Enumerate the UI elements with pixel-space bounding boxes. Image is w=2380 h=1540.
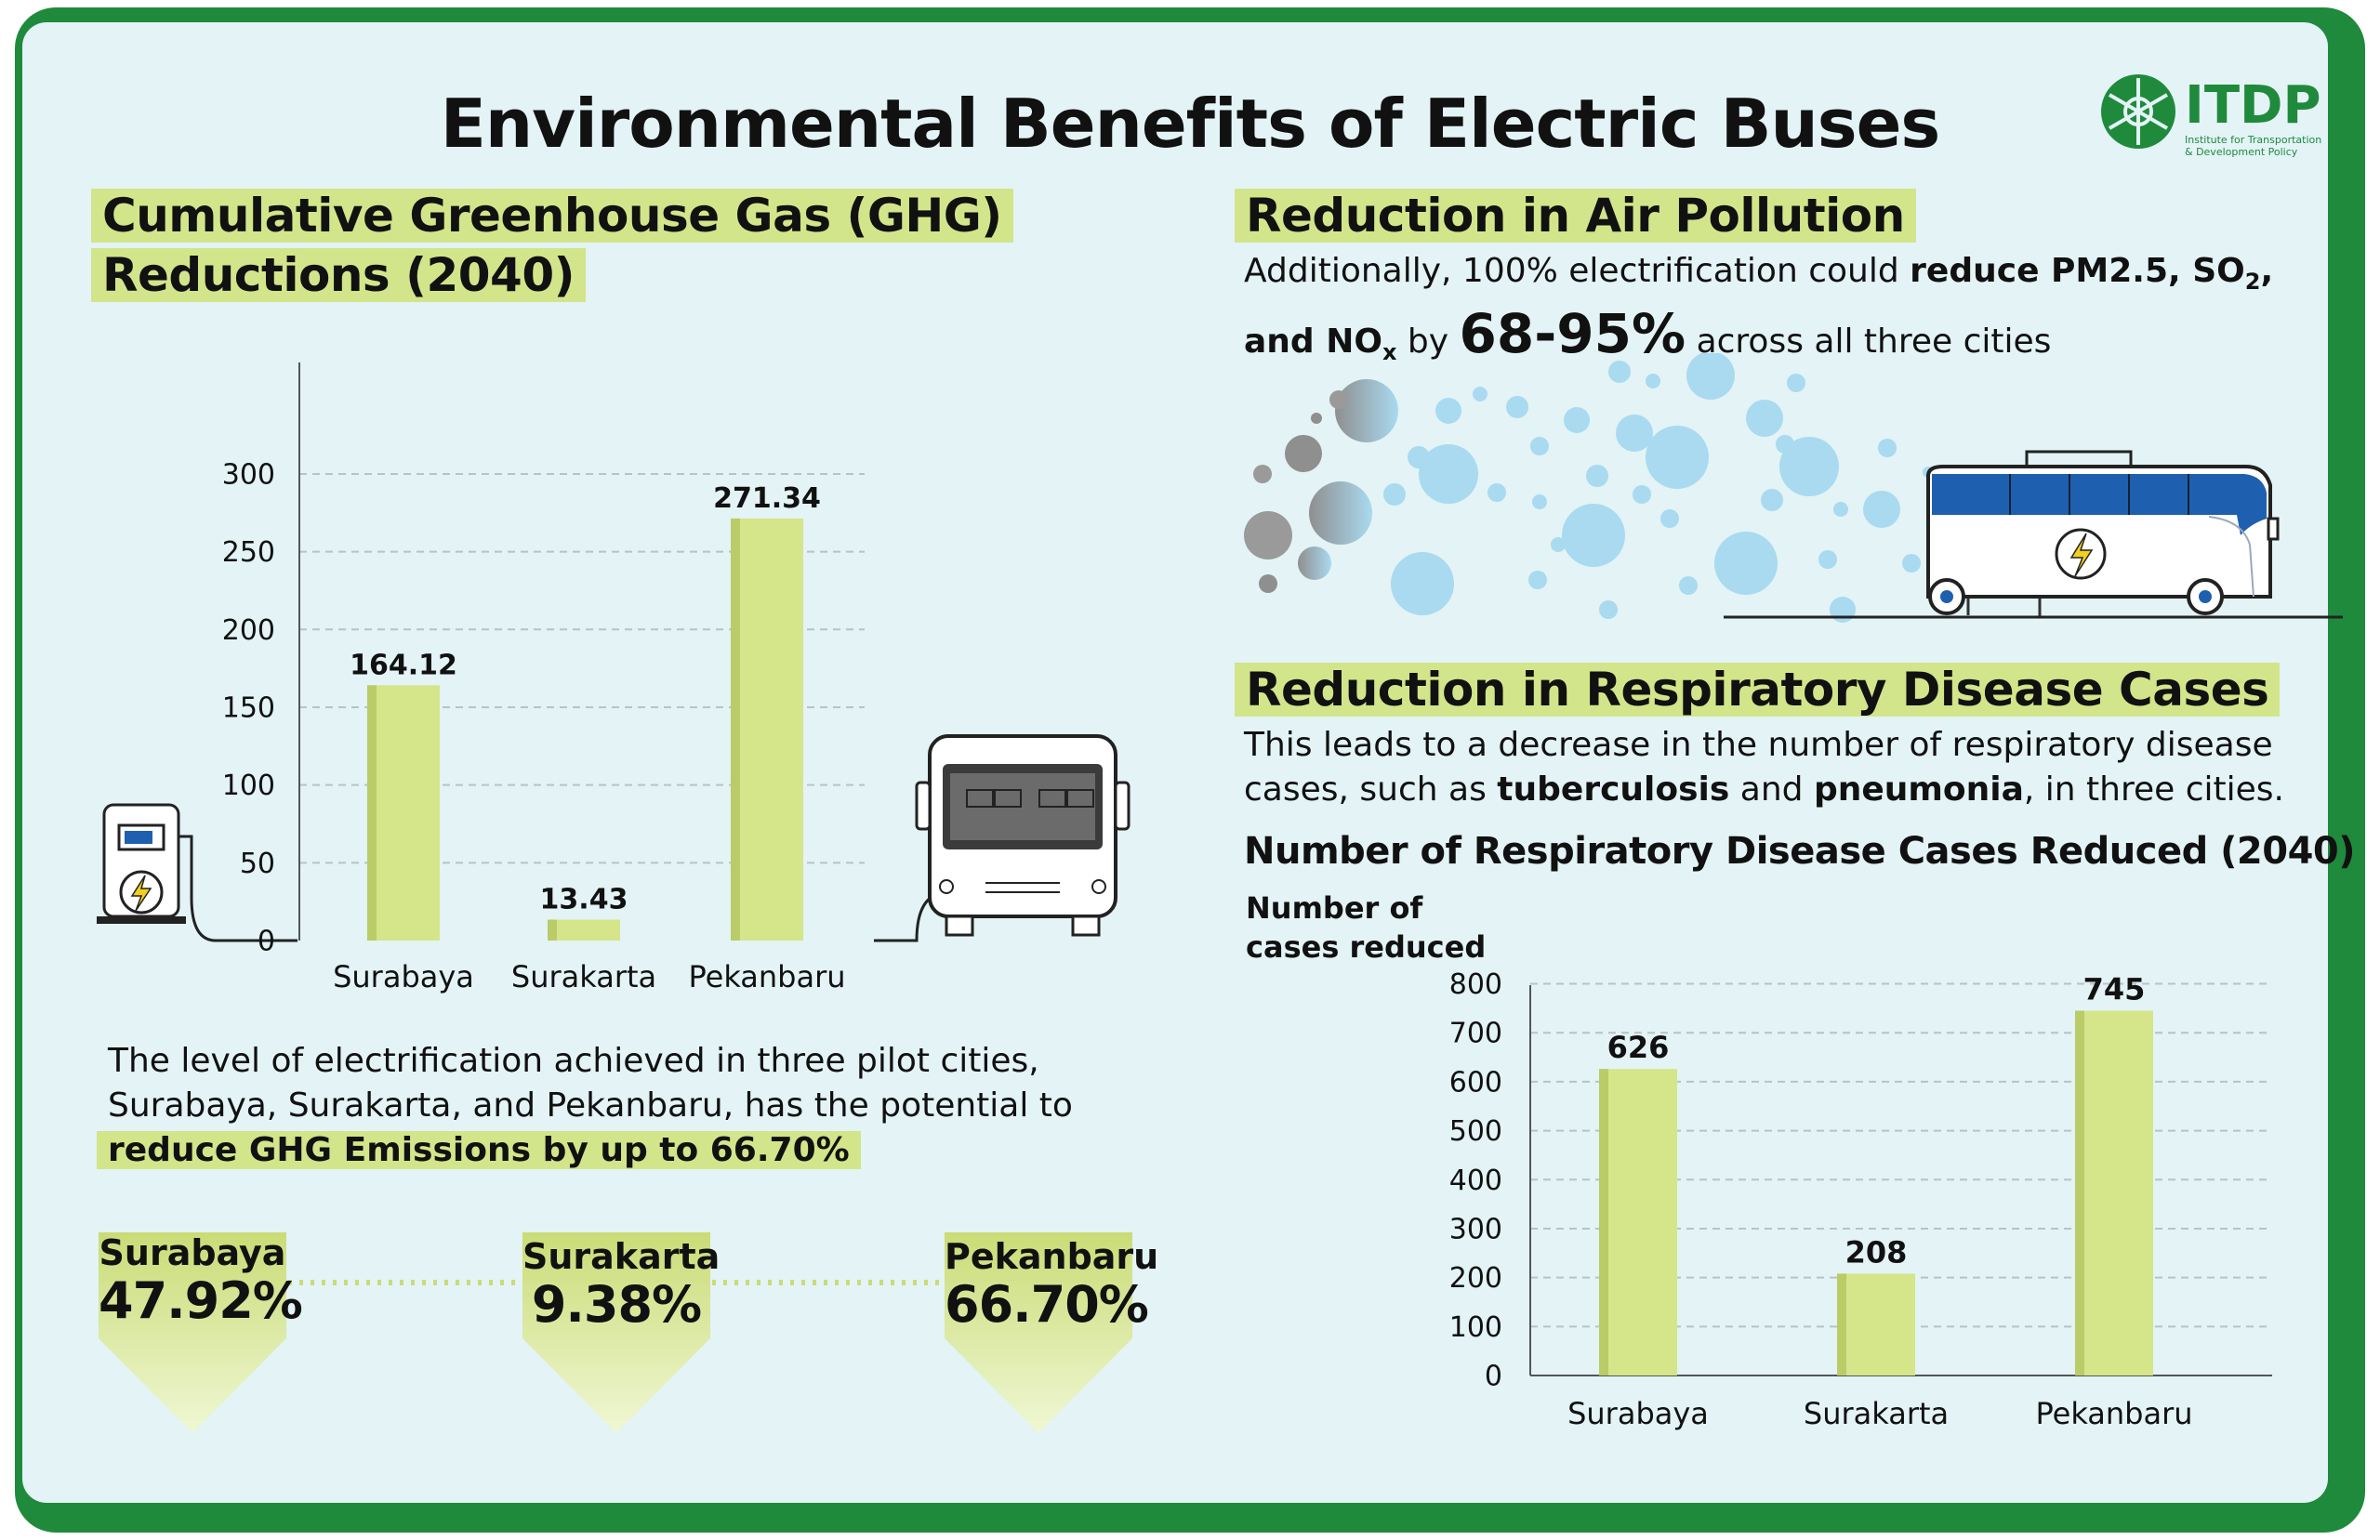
bar xyxy=(731,518,803,941)
bar-shade xyxy=(2075,1010,2084,1375)
bar-shade xyxy=(548,919,557,941)
pct-value: 47.92% xyxy=(99,1271,303,1330)
category-label: Pekanbaru xyxy=(688,959,845,994)
category-label: Surabaya xyxy=(1567,1396,1709,1431)
category-label: Surakarta xyxy=(511,959,656,994)
ghg-heading-line1: Cumulative Greenhouse Gas (GHG) xyxy=(91,189,1013,243)
bar xyxy=(548,919,620,941)
y-tick-label: 600 xyxy=(1449,1066,1502,1099)
air-text-and: and NO xyxy=(1244,322,1382,362)
y-tick-label: 50 xyxy=(240,848,275,880)
category-label: Surabaya xyxy=(333,959,474,994)
pct-surabaya: Surabaya 47.92% xyxy=(99,1232,303,1330)
asterisk-icon xyxy=(2101,74,2175,149)
ghg-summary-line1: The level of electrification achieved in… xyxy=(108,1042,1039,1080)
resp-ylabel-line2: cases reduced xyxy=(1246,929,1487,965)
data-label: 745 xyxy=(2083,972,2146,1007)
resp-tuberculosis: tuberculosis xyxy=(1497,770,1730,809)
percentage-arrows xyxy=(99,1232,1132,1433)
y-tick-label: 0 xyxy=(258,926,275,958)
y-tick-label: 200 xyxy=(222,614,275,647)
bar xyxy=(2075,1010,2153,1375)
data-label: 271.34 xyxy=(713,482,821,515)
resp-text: This leads to a decrease in the number o… xyxy=(1244,723,2284,812)
pct-pekanbaru: Pekanbaru 66.70% xyxy=(945,1236,1159,1334)
category-label: Surakarta xyxy=(1804,1396,1949,1431)
y-tick-label: 0 xyxy=(1485,1361,1502,1393)
resp-and: and xyxy=(1729,770,1814,809)
y-tick-label: 100 xyxy=(222,770,275,802)
data-label: 13.43 xyxy=(540,884,628,916)
pct-city: Surakarta xyxy=(522,1236,721,1277)
ghg-heading-line2: Reductions (2040) xyxy=(91,248,586,302)
resp-ylabel-line1: Number of xyxy=(1246,890,1423,926)
air-big-value: 68-95% xyxy=(1459,302,1686,366)
sub-x: x xyxy=(1382,339,1397,366)
pct-city: Surabaya xyxy=(99,1232,286,1273)
y-tick-label: 700 xyxy=(1449,1018,1502,1050)
pollution-bubbles xyxy=(1244,353,2066,623)
ghg-heading: Cumulative Greenhouse Gas (GHG) Reductio… xyxy=(91,186,1013,305)
resp-chart: 0 100 200 300 400 500 600 700 800 626 Surabaya 208 S… xyxy=(1449,968,2272,1431)
y-tick-label: 200 xyxy=(1449,1262,1502,1295)
category-label: Pekanbaru xyxy=(2035,1396,2192,1431)
pct-surakarta: Surakarta 9.38% xyxy=(522,1236,721,1334)
air-comma: , xyxy=(2260,252,2274,290)
air-text-post: across all three cities xyxy=(1686,322,2052,362)
ghg-summary: The level of electrification achieved in… xyxy=(97,1039,1073,1173)
resp-pneumonia: pneumonia xyxy=(1813,770,2024,809)
resp-heading: Reduction in Respiratory Disease Cases xyxy=(1235,660,2281,719)
data-label: 164.12 xyxy=(350,649,457,681)
data-label: 626 xyxy=(1607,1030,1670,1065)
logo-name: ITDP xyxy=(2185,75,2321,136)
ghg-summary-highlight: reduce GHG Emissions by up to 66.70% xyxy=(97,1131,861,1169)
ghg-chart: 0 50 100 150 200 250 300 164.12 Surabaya 13.43 Sur… xyxy=(97,362,1130,994)
bar xyxy=(1599,1069,1677,1375)
y-tick-label: 300 xyxy=(222,458,275,491)
arrow-shape xyxy=(945,1232,1132,1433)
pct-city: Pekanbaru xyxy=(945,1236,1159,1277)
charging-station-icon xyxy=(97,803,298,942)
y-tick-label: 500 xyxy=(1449,1115,1502,1148)
y-tick-label: 800 xyxy=(1449,968,1502,1001)
resp-text-line1: This leads to a decrease in the number o… xyxy=(1244,726,2273,764)
air-heading: Reduction in Air Pollution xyxy=(1235,186,1916,245)
logo-subtitle-1: Institute for Transportation xyxy=(2185,134,2321,146)
bar-shade xyxy=(1837,1273,1846,1375)
logo-subtitle-2: & Development Policy xyxy=(2185,146,2298,158)
arrow-shape xyxy=(99,1232,286,1433)
resp-text-pre: cases, such as xyxy=(1244,770,1498,809)
pct-value: 66.70% xyxy=(945,1275,1149,1334)
electric-bus-icon xyxy=(1926,450,2280,615)
bar xyxy=(367,685,440,941)
itdp-logo: ITDP Institute for Transportation & Deve… xyxy=(2101,74,2321,158)
resp-ylabel: Number of cases reduced xyxy=(1246,888,1486,967)
page-title: Environmental Benefits of Electric Buses xyxy=(440,85,1941,163)
air-illustration xyxy=(1244,353,2343,623)
y-tick-label: 400 xyxy=(1449,1165,1502,1197)
air-text-bold: reduce PM2.5, SO xyxy=(1910,252,2245,290)
pct-value: 9.38% xyxy=(531,1275,702,1334)
ghg-summary-line2: Surabaya, Surakarta, and Pekanbaru, has … xyxy=(108,1086,1073,1125)
air-text-pre: Additionally, 100% electrification could xyxy=(1244,252,1911,290)
resp-text-post: , in three cities. xyxy=(2023,770,2284,809)
resp-heading-text: Reduction in Respiratory Disease Cases xyxy=(1235,663,2281,717)
resp-chart-title: Number of Respiratory Disease Cases Redu… xyxy=(1244,830,2356,873)
air-by: by xyxy=(1396,322,1460,362)
y-tick-label: 300 xyxy=(1449,1213,1502,1245)
sub-2: 2 xyxy=(2244,269,2261,296)
y-tick-label: 150 xyxy=(222,691,275,724)
bar-shade xyxy=(731,518,740,941)
bar-shade xyxy=(1599,1069,1608,1375)
y-tick-label: 100 xyxy=(1449,1311,1502,1344)
bus-front-icon xyxy=(874,734,1130,942)
y-tick-label: 250 xyxy=(222,536,275,569)
air-heading-text: Reduction in Air Pollution xyxy=(1235,189,1916,243)
data-label: 208 xyxy=(1845,1234,1908,1270)
arrow-shape xyxy=(522,1232,710,1433)
bar-shade xyxy=(367,685,377,941)
air-text: Additionally, 100% electrification could… xyxy=(1244,249,2273,382)
bar xyxy=(1837,1273,1915,1375)
